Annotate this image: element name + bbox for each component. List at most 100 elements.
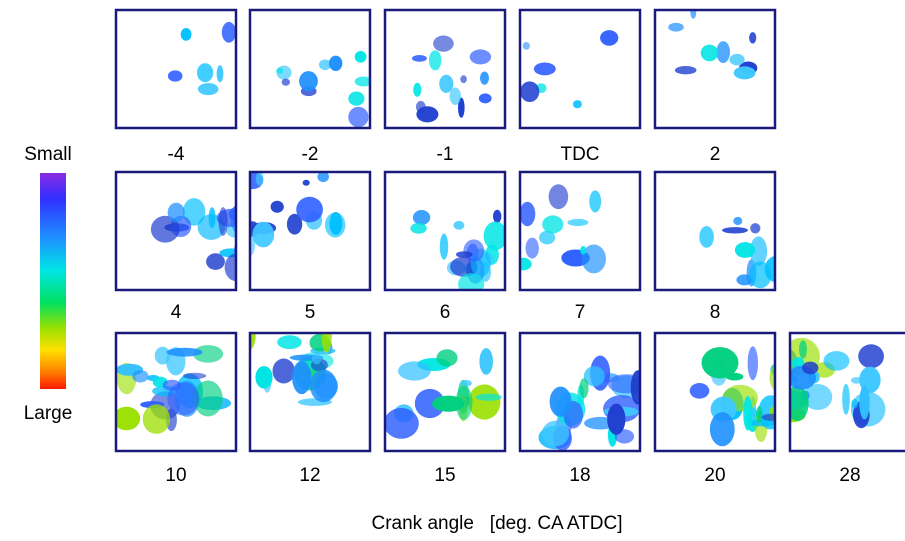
blob [522, 42, 530, 50]
blob [296, 196, 323, 223]
blob [750, 223, 761, 234]
blob [478, 93, 492, 104]
blob [525, 237, 539, 259]
blob [354, 51, 367, 63]
blob [398, 361, 431, 381]
blob [749, 32, 757, 44]
panel-frame [653, 331, 777, 453]
blob [630, 370, 640, 405]
blob [761, 413, 775, 421]
panel-frame [788, 331, 905, 453]
blob [734, 242, 756, 258]
blob [749, 236, 768, 266]
blob [726, 372, 744, 381]
x-axis-label: Crank angle [deg. CA ATDC] [372, 513, 623, 534]
panel-image [538, 355, 640, 451]
panel-label: 7 [575, 302, 586, 323]
legend-bottom-label: Large [24, 403, 73, 424]
blob [542, 215, 564, 234]
blob [539, 230, 556, 245]
image-panel [518, 170, 642, 292]
blob [729, 53, 745, 66]
panel-label: 12 [299, 465, 320, 486]
blob [460, 379, 472, 387]
panel-frame [114, 170, 238, 292]
blob [281, 78, 290, 86]
panel-label: -4 [168, 144, 185, 165]
blob [182, 198, 206, 226]
panel-label: 5 [305, 302, 316, 323]
blob [823, 351, 850, 371]
blob [580, 245, 587, 255]
blob [310, 369, 338, 403]
panel-label: 4 [171, 302, 182, 323]
blob [292, 360, 312, 395]
blob [277, 335, 302, 350]
blob [460, 75, 467, 84]
panel-image [520, 184, 606, 274]
image-panel [248, 331, 372, 453]
blob [533, 62, 556, 76]
blob [699, 226, 714, 248]
blob [272, 358, 295, 384]
panel-image [250, 333, 338, 406]
blob [769, 363, 775, 392]
blob [668, 22, 684, 32]
panel-frame [114, 8, 238, 130]
blob [197, 63, 214, 83]
blob [318, 59, 332, 71]
panel-image [410, 209, 505, 290]
panel-frame [653, 170, 777, 292]
panel-label: 10 [165, 465, 186, 486]
image-panel [653, 8, 777, 130]
blob [150, 215, 180, 243]
blob [270, 200, 284, 213]
blob [520, 257, 532, 271]
blob [541, 420, 570, 447]
blob [432, 395, 465, 412]
blob [255, 172, 264, 186]
panel-frame [653, 8, 777, 130]
blob [255, 366, 273, 389]
blob [252, 221, 275, 248]
panel-image [116, 345, 232, 434]
panel-image [385, 348, 502, 439]
blob [329, 212, 343, 235]
blob [116, 406, 141, 431]
image-panel [114, 170, 238, 292]
blob [520, 201, 536, 227]
blob [600, 30, 619, 46]
blob [756, 406, 763, 423]
blob [317, 172, 329, 183]
blob [463, 239, 485, 262]
blob [456, 251, 473, 258]
blob [439, 233, 449, 260]
panel-label: 28 [839, 465, 860, 486]
panel-image [520, 30, 619, 109]
panel-frame [518, 170, 642, 292]
image-panel [114, 331, 238, 453]
blob [567, 218, 589, 227]
panel-label: 15 [434, 465, 455, 486]
image-panel [383, 170, 507, 292]
panel-frame [383, 331, 507, 453]
blob [736, 274, 753, 286]
blob [709, 412, 735, 447]
blob [781, 251, 790, 268]
image-panel [518, 8, 642, 130]
blob [348, 91, 365, 106]
blob [520, 81, 540, 102]
blob [250, 333, 256, 352]
blob [700, 44, 719, 62]
blob [180, 28, 192, 41]
panel-image [668, 10, 758, 80]
image-panel [518, 331, 642, 453]
blob [224, 253, 236, 282]
blob [716, 41, 730, 64]
panel-image [250, 172, 346, 256]
blob [208, 207, 216, 228]
blob [475, 393, 502, 401]
legend-top-label: Small [24, 144, 72, 165]
blob [449, 87, 461, 106]
